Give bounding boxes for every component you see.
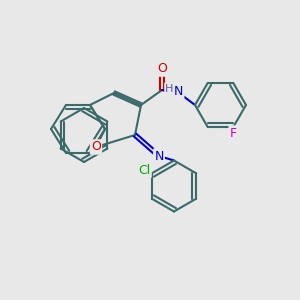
Text: O: O: [91, 140, 101, 154]
Text: O: O: [157, 62, 167, 76]
Text: N: N: [174, 85, 183, 98]
Text: F: F: [230, 127, 237, 140]
Text: H: H: [165, 83, 174, 94]
Text: N: N: [154, 149, 164, 163]
Text: Cl: Cl: [138, 164, 151, 177]
